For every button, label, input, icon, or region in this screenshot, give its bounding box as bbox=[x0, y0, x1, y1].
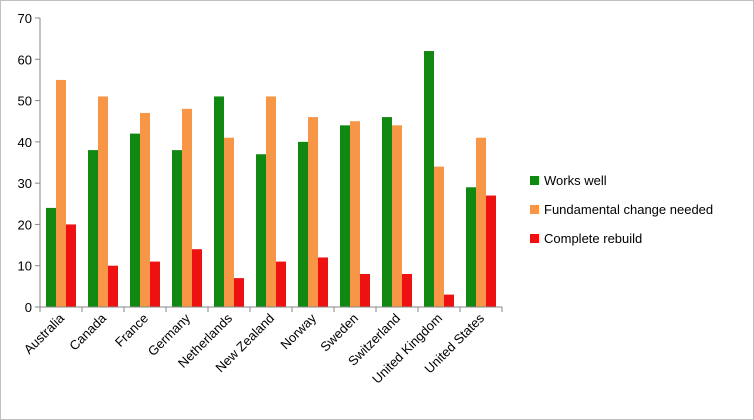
y-tick-label: 20 bbox=[18, 217, 32, 232]
bar-fundamental-change-needed-switzerland bbox=[392, 125, 402, 307]
bar-complete-rebuild-new-zealand bbox=[276, 261, 286, 307]
axes-group bbox=[39, 18, 502, 308]
bar-works-well-netherlands bbox=[214, 96, 224, 307]
legend-label-complete-rebuild: Complete rebuild bbox=[544, 231, 642, 246]
bar-fundamental-change-needed-germany bbox=[182, 108, 192, 307]
y-tick-label: 40 bbox=[18, 135, 32, 150]
bar-complete-rebuild-canada bbox=[108, 265, 118, 307]
bar-works-well-sweden bbox=[340, 125, 350, 307]
legend-swatch-complete-rebuild bbox=[530, 234, 539, 243]
bar-complete-rebuild-united-kingdom bbox=[444, 294, 454, 307]
bar-complete-rebuild-norway bbox=[318, 257, 328, 307]
bar-works-well-australia bbox=[46, 207, 56, 307]
bar-fundamental-change-needed-netherlands bbox=[224, 137, 234, 307]
y-tick-label: 50 bbox=[18, 94, 32, 109]
x-tick-label-australia: Australia bbox=[21, 310, 68, 357]
x-tick-label-norway: Norway bbox=[277, 310, 319, 352]
bar-works-well-norway bbox=[298, 141, 308, 307]
y-tick-label: 10 bbox=[18, 259, 32, 274]
bar-works-well-canada bbox=[88, 150, 98, 307]
bar-complete-rebuild-france bbox=[150, 261, 160, 307]
bar-works-well-germany bbox=[172, 150, 182, 307]
bar-works-well-united-kingdom bbox=[424, 51, 434, 308]
bar-complete-rebuild-australia bbox=[66, 224, 76, 307]
y-tick-label: 0 bbox=[25, 300, 32, 315]
bars-group bbox=[46, 51, 496, 308]
bar-complete-rebuild-netherlands bbox=[234, 278, 244, 307]
bar-works-well-united-states bbox=[466, 187, 476, 307]
bar-works-well-new-zealand bbox=[256, 154, 266, 307]
bar-fundamental-change-needed-new-zealand bbox=[266, 96, 276, 307]
bar-complete-rebuild-united-states bbox=[486, 195, 496, 307]
y-tick-label: 60 bbox=[18, 52, 32, 67]
bar-works-well-switzerland bbox=[382, 117, 392, 307]
bar-complete-rebuild-germany bbox=[192, 249, 202, 307]
bar-complete-rebuild-sweden bbox=[360, 273, 370, 307]
bar-fundamental-change-needed-france bbox=[140, 112, 150, 307]
legend-label-works-well: Works well bbox=[544, 173, 607, 188]
legend-swatch-works-well bbox=[530, 176, 539, 185]
bar-works-well-france bbox=[130, 133, 140, 307]
y-tick-label: 70 bbox=[18, 11, 32, 26]
bar-complete-rebuild-switzerland bbox=[402, 273, 412, 307]
legend: Works well Fundamental change needed Compl… bbox=[530, 173, 713, 246]
bar-fundamental-change-needed-sweden bbox=[350, 121, 360, 307]
legend-label-fundamental-change-needed: Fundamental change needed bbox=[544, 202, 713, 217]
y-tick-label: 30 bbox=[18, 176, 32, 191]
legend-swatch-fundamental-change-needed bbox=[530, 205, 539, 214]
bar-fundamental-change-needed-norway bbox=[308, 117, 318, 307]
x-tick-label-canada: Canada bbox=[66, 310, 109, 353]
bar-fundamental-change-needed-canada bbox=[98, 96, 108, 307]
bar-fundamental-change-needed-united-kingdom bbox=[434, 166, 444, 307]
x-tick-label-france: France bbox=[112, 311, 151, 350]
bar-fundamental-change-needed-australia bbox=[56, 79, 66, 307]
bar-fundamental-change-needed-united-states bbox=[476, 137, 486, 307]
